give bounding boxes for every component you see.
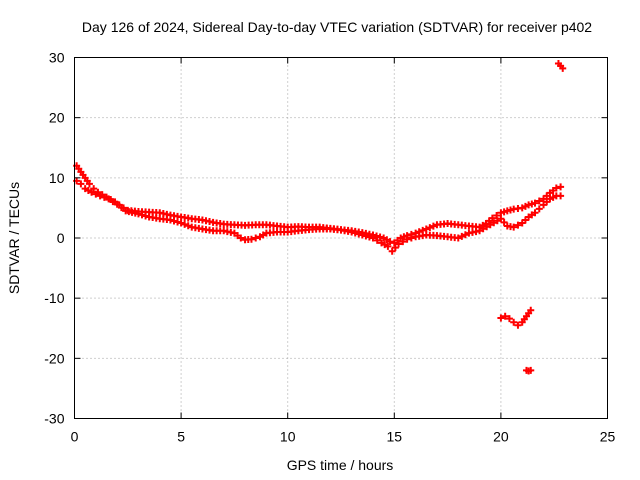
data-point (505, 315, 513, 323)
data-point (113, 200, 121, 208)
data-series-3 (497, 306, 535, 329)
data-point (247, 235, 255, 243)
plot-frame (74, 57, 608, 419)
data-point (134, 210, 142, 218)
y-axis-label: SDTVAR / TECUs (6, 182, 22, 294)
data-point (497, 314, 505, 322)
x-axis-label: GPS time / hours (287, 457, 394, 473)
data-point (237, 234, 245, 242)
data-point (493, 217, 501, 225)
y-tick-label: 20 (49, 110, 65, 126)
data-point (500, 218, 508, 226)
data-point (557, 183, 565, 191)
data-series-1 (73, 162, 565, 247)
y-tick-label: -10 (44, 290, 64, 306)
data-point (461, 231, 469, 239)
data-point (476, 227, 484, 235)
x-tick-label: 15 (387, 429, 403, 445)
data-point (429, 222, 437, 230)
data-point (362, 232, 370, 240)
grid (74, 57, 608, 419)
data-point (88, 188, 96, 196)
y-tick-label: -20 (44, 350, 64, 366)
data-point (77, 180, 85, 188)
y-tick-label: 0 (57, 230, 65, 246)
x-tick-label: 20 (493, 429, 509, 445)
y-tick-label: -30 (44, 411, 64, 427)
data-point (358, 231, 366, 239)
data-point (138, 211, 146, 219)
axis-ticks (74, 57, 608, 419)
data-point (351, 229, 359, 237)
data-point (184, 222, 192, 230)
data-point (552, 184, 560, 192)
data-point (384, 242, 392, 250)
x-tick-labels: 0 5 10 15 20 25 (71, 429, 616, 445)
data-point (510, 223, 518, 231)
data-point (177, 219, 185, 227)
x-tick-label: 25 (600, 429, 616, 445)
data-point (514, 321, 522, 329)
data-point (531, 209, 539, 217)
data-points (73, 60, 567, 375)
data-series-5 (554, 60, 567, 72)
data-point (483, 223, 491, 231)
data-point (142, 212, 150, 220)
data-point (373, 236, 381, 244)
data-point (166, 216, 174, 224)
x-tick-label: 10 (280, 429, 296, 445)
data-point (527, 366, 535, 374)
data-point (399, 238, 407, 246)
data-point (422, 225, 430, 233)
data-point (348, 228, 356, 236)
data-point (170, 217, 178, 225)
data-point (501, 312, 509, 320)
data-point (514, 221, 522, 229)
data-point (527, 306, 535, 314)
data-point (486, 221, 494, 229)
data-point (557, 192, 565, 200)
x-tick-label: 5 (177, 429, 185, 445)
data-point (454, 234, 462, 242)
data-point (365, 233, 373, 241)
data-series-2 (73, 177, 565, 255)
data-point (510, 318, 518, 326)
data-point (117, 204, 125, 212)
data-point (488, 214, 496, 222)
data-point (90, 185, 98, 193)
y-tick-label: 10 (49, 170, 65, 186)
data-point (105, 195, 113, 203)
data-point (85, 180, 93, 188)
data-point (535, 197, 543, 205)
data-point (559, 64, 567, 72)
x-tick-label: 0 (71, 429, 79, 445)
data-point (391, 244, 399, 252)
data-point (92, 190, 100, 198)
data-point (100, 193, 108, 201)
chart-title: Day 126 of 2024, Sidereal Day-to-day VTE… (82, 19, 592, 35)
data-point (497, 215, 505, 223)
data-point (109, 198, 117, 206)
data-point (458, 232, 466, 240)
data-point (490, 219, 498, 227)
data-point (369, 234, 377, 242)
y-tick-label: 30 (49, 50, 65, 66)
data-point (535, 205, 543, 213)
data-point (174, 218, 182, 226)
data-point (252, 234, 260, 242)
y-tick-labels: -30 -20 -10 0 10 20 30 (44, 50, 64, 427)
data-point (403, 235, 411, 243)
data-point (386, 238, 394, 246)
data-point (479, 225, 487, 233)
data-point (355, 230, 363, 238)
data-point (96, 192, 104, 200)
data-point (531, 199, 539, 207)
data-point (426, 224, 434, 232)
data-point (407, 234, 415, 242)
data-series-4 (522, 366, 535, 375)
data-point (181, 220, 189, 228)
data-point (388, 247, 396, 255)
data-point (395, 240, 403, 248)
